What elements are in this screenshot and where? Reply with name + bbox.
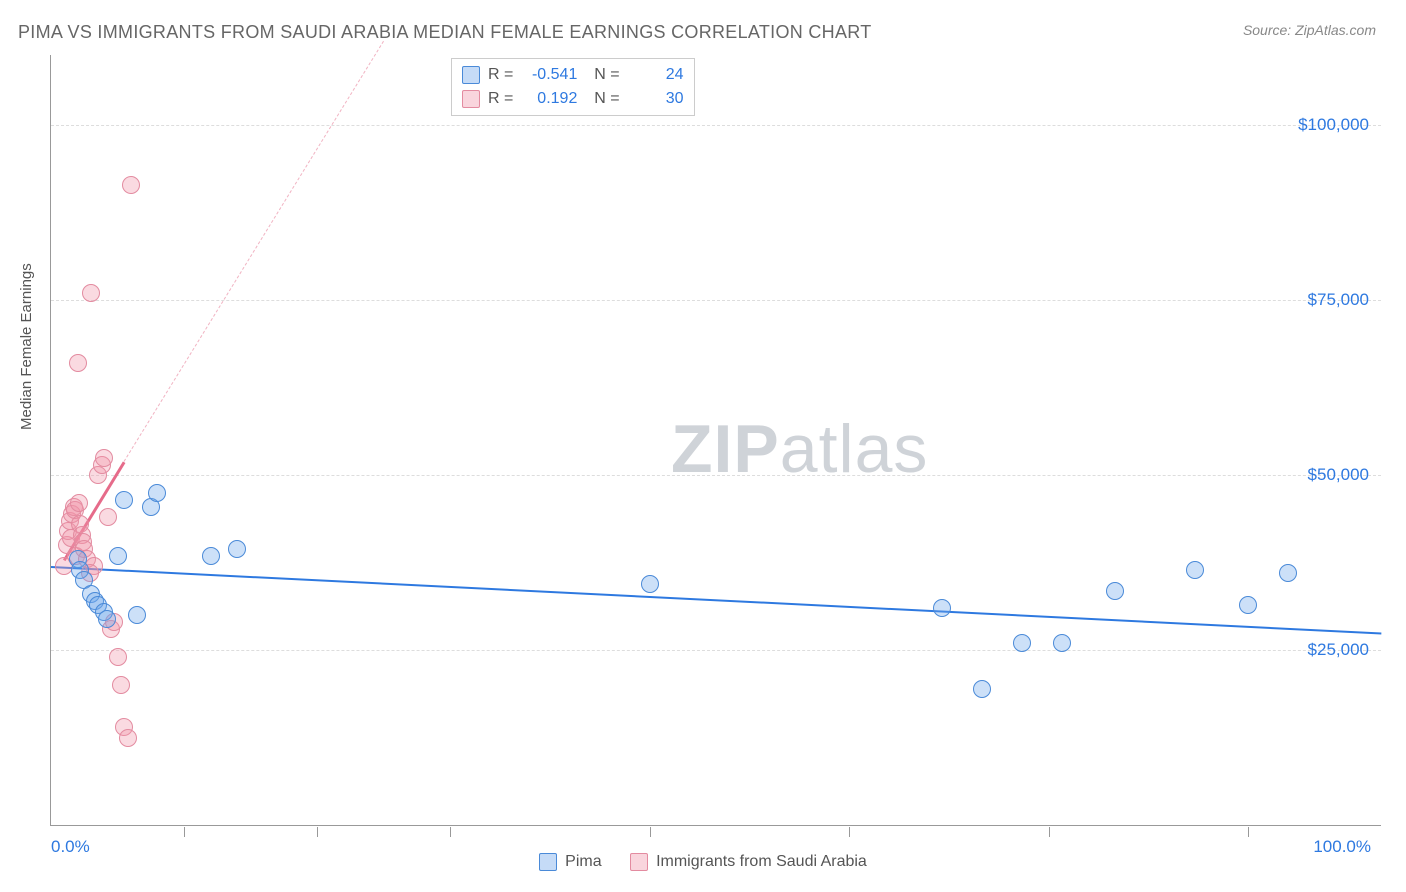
y-tick-label: $50,000 (1308, 465, 1369, 485)
gridline (51, 650, 1381, 651)
data-point-pink (112, 676, 130, 694)
r-label: R = (488, 63, 513, 87)
r-value-blue: -0.541 (521, 63, 577, 87)
x-tick (1248, 827, 1249, 837)
x-tick (650, 827, 651, 837)
legend-label-pima: Pima (565, 853, 601, 871)
legend-item-pima: Pima (539, 853, 601, 871)
data-point-blue (128, 606, 146, 624)
swatch-blue-icon (462, 66, 480, 84)
data-point-pink (69, 354, 87, 372)
data-point-blue (1013, 634, 1031, 652)
n-label: N = (585, 63, 619, 87)
legend-label-saudi: Immigrants from Saudi Arabia (656, 853, 867, 871)
watermark: ZIPatlas (671, 410, 928, 488)
data-point-pink (99, 508, 117, 526)
y-axis-label: Median Female Earnings (18, 263, 35, 430)
swatch-blue-icon (539, 853, 557, 871)
data-point-pink (122, 176, 140, 194)
swatch-pink-icon (630, 853, 648, 871)
x-tick (849, 827, 850, 837)
x-tick (184, 827, 185, 837)
r-value-pink: 0.192 (521, 87, 577, 111)
data-point-pink (119, 729, 137, 747)
x-tick (450, 827, 451, 837)
legend-item-saudi: Immigrants from Saudi Arabia (630, 853, 867, 871)
data-point-blue (1186, 561, 1204, 579)
swatch-pink-icon (462, 90, 480, 108)
data-point-pink (82, 284, 100, 302)
gridline (51, 125, 1381, 126)
data-point-blue (933, 599, 951, 617)
data-point-blue (641, 575, 659, 593)
data-point-blue (109, 547, 127, 565)
gridline (51, 300, 1381, 301)
legend-row-saudi: R = 0.192 N = 30 (462, 87, 684, 111)
n-value-pink: 30 (628, 87, 684, 111)
chart-container: PIMA VS IMMIGRANTS FROM SAUDI ARABIA MED… (0, 0, 1406, 892)
data-point-blue (1239, 596, 1257, 614)
data-point-blue (228, 540, 246, 558)
n-value-blue: 24 (628, 63, 684, 87)
y-tick-label: $100,000 (1298, 115, 1369, 135)
data-point-blue (1106, 582, 1124, 600)
data-point-blue (1279, 564, 1297, 582)
data-point-pink (70, 494, 88, 512)
trend-line (51, 566, 1381, 634)
gridline (51, 475, 1381, 476)
data-point-blue (115, 491, 133, 509)
y-tick-label: $25,000 (1308, 640, 1369, 660)
x-tick (317, 827, 318, 837)
chart-title: PIMA VS IMMIGRANTS FROM SAUDI ARABIA MED… (18, 22, 872, 43)
source-credit: Source: ZipAtlas.com (1243, 22, 1376, 38)
data-point-pink (95, 449, 113, 467)
x-tick (1049, 827, 1050, 837)
y-tick-label: $75,000 (1308, 290, 1369, 310)
data-point-pink (109, 648, 127, 666)
data-point-blue (148, 484, 166, 502)
data-point-blue (202, 547, 220, 565)
correlation-legend: R = -0.541 N = 24 R = 0.192 N = 30 (451, 58, 695, 116)
data-point-blue (1053, 634, 1071, 652)
trend-line (124, 41, 384, 462)
data-point-blue (973, 680, 991, 698)
data-point-blue (98, 610, 116, 628)
series-legend: Pima Immigrants from Saudi Arabia (0, 853, 1406, 876)
plot-area: R = -0.541 N = 24 R = 0.192 N = 30 ZIPat… (50, 55, 1381, 826)
n-label: N = (585, 87, 619, 111)
legend-row-pima: R = -0.541 N = 24 (462, 63, 684, 87)
r-label: R = (488, 87, 513, 111)
